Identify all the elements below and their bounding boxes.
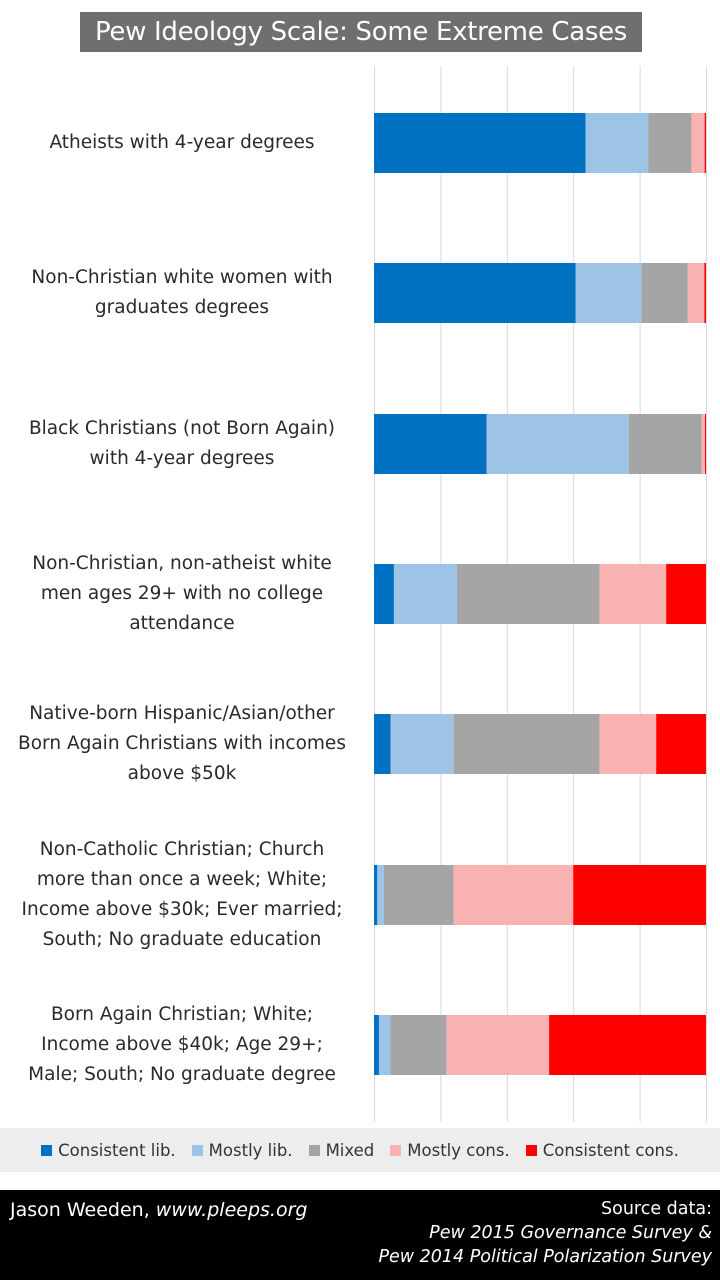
legend-label: Mostly lib. — [208, 1140, 293, 1160]
category-label-4: Non-Christian, non-atheist white men ages… — [6, 549, 358, 639]
bar-segment-row6-series2 — [377, 865, 384, 925]
category-label-line: Native-born Hispanic/Asian/other — [29, 703, 335, 724]
category-label-2: Non-Christian white women with graduates … — [6, 263, 358, 323]
bar-segment-row3-series1 — [374, 414, 487, 474]
category-label-line: Non-Christian white women with — [31, 267, 333, 288]
legend-label: Consistent lib. — [58, 1140, 176, 1160]
legend-swatch — [41, 1144, 53, 1156]
bar-segment-row5-series3 — [453, 714, 600, 774]
bar-segment-row4-series5 — [666, 564, 706, 624]
bar-segment-row2-series2 — [575, 263, 642, 323]
legend: Consistent lib. Mostly lib. Mixed Mostly co… — [0, 1128, 720, 1172]
bar-segment-row1-series4 — [691, 113, 705, 173]
author-credit: Jason Weeden, www.pleeps.org — [10, 1199, 307, 1221]
bar-segment-row1-series5 — [704, 113, 706, 173]
footer: Jason Weeden, www.pleeps.org Source data… — [0, 1190, 720, 1280]
bar-segment-row6-series4 — [453, 865, 574, 925]
category-label-line: Non-Catholic Christian; Church — [39, 839, 325, 860]
category-label-line: Male; South; No graduate degree — [28, 1064, 336, 1085]
category-label-line: Born Again Christians with incomes — [18, 733, 346, 754]
category-label-line: with 4-year degrees — [89, 448, 275, 469]
bar-segment-row2-series4 — [687, 263, 705, 323]
bar-segment-row2-series3 — [641, 263, 688, 323]
bar-segment-row3-series3 — [628, 414, 702, 474]
bar-segment-row4-series3 — [457, 564, 600, 624]
bar-segment-row3-series2 — [486, 414, 629, 474]
bar-segment-row3-series4 — [701, 414, 706, 474]
bar-segment-row7-series2 — [378, 1015, 391, 1075]
bar-segment-row5-series1 — [374, 714, 391, 774]
bar-segment-row2-series5 — [704, 263, 706, 323]
author-site: www.pleeps.org — [155, 1199, 308, 1221]
category-label-line: South; No graduate education — [42, 929, 322, 950]
stacked-bar-chart — [374, 66, 707, 1122]
chart-title: Pew Ideology Scale: Some Extreme Cases — [80, 12, 642, 52]
bar-segment-row6-series1 — [374, 865, 378, 925]
category-label-line: Income above $40k; Age 29+; — [41, 1034, 323, 1055]
source-credit: Source data: Pew 2015 Governance Survey … — [378, 1197, 712, 1269]
bar-segment-row3-series5 — [705, 414, 706, 474]
category-label-line: men ages 29+ with no college — [40, 583, 324, 604]
category-label-line: graduates degrees — [94, 297, 270, 318]
bar-segment-row1-series2 — [585, 113, 649, 173]
bar-segment-row5-series5 — [656, 714, 706, 774]
legend-label: Consistent cons. — [542, 1140, 679, 1160]
bar-segment-row4-series4 — [599, 564, 667, 624]
category-label-5: Native-born Hispanic/Asian/other Born Aga… — [6, 699, 358, 789]
legend-item-1: Consistent lib. — [41, 1141, 176, 1160]
bar-segment-row4-series2 — [393, 564, 457, 624]
category-label-6: Non-Catholic Christian; Church more than … — [6, 835, 358, 955]
category-label-line: attendance — [129, 613, 235, 634]
bar-segment-row7-series5 — [549, 1015, 706, 1075]
legend-item-2: Mostly lib. — [191, 1140, 293, 1160]
bar-segment-row5-series4 — [599, 714, 657, 774]
category-label-line: Non-Christian, non-atheist white — [32, 553, 332, 574]
category-label-line: Born Again Christian; White; — [50, 1004, 313, 1025]
legend-label: Mostly cons. — [407, 1140, 510, 1160]
legend-item-5: Consistent cons. — [525, 1140, 679, 1160]
legend-item-3: Mixed — [308, 1140, 375, 1160]
category-label-line: Atheists with 4-year degrees — [49, 132, 315, 153]
bar-segment-row7-series1 — [374, 1015, 379, 1075]
author-name: Jason Weeden, — [10, 1199, 156, 1221]
bar-segment-row1-series1 — [374, 113, 586, 173]
bar-segment-row4-series1 — [374, 564, 394, 624]
source-survey-1: Pew 2015 Governance Survey & — [429, 1223, 712, 1243]
legend-swatch — [191, 1144, 203, 1156]
legend-swatch — [390, 1144, 402, 1156]
legend-item-4: Mostly cons. — [390, 1140, 510, 1160]
bar-segment-row6-series3 — [383, 865, 454, 925]
legend-swatch — [525, 1144, 537, 1156]
category-label-line: above $50k — [127, 763, 237, 784]
category-label-line: Black Christians (not Born Again) — [28, 418, 336, 439]
bar-segment-row1-series3 — [648, 113, 692, 173]
legend-swatch — [308, 1144, 320, 1156]
source-survey-2: Pew 2014 Political Polarization Survey — [378, 1247, 712, 1267]
category-label-line: Income above $30k; Ever married; — [21, 899, 343, 920]
category-label-line: more than once a week; White; — [36, 869, 328, 890]
source-label: Source data: — [601, 1199, 712, 1219]
bar-segment-row6-series5 — [573, 865, 706, 925]
category-label-7: Born Again Christian; White; Income above… — [6, 1000, 358, 1090]
category-label-1: Atheists with 4-year degrees — [6, 128, 358, 158]
category-label-3: Black Christians (not Born Again) with 4-… — [6, 414, 358, 474]
bar-segment-row2-series1 — [374, 263, 576, 323]
legend-label: Mixed — [325, 1140, 375, 1160]
bar-segment-row7-series4 — [446, 1015, 550, 1075]
bar-segment-row5-series2 — [390, 714, 454, 774]
bar-segment-row7-series3 — [390, 1015, 447, 1075]
